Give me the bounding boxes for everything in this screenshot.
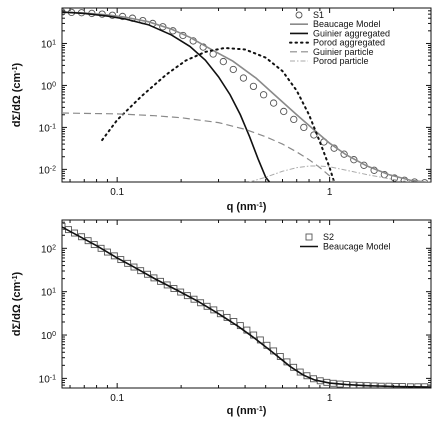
data-point xyxy=(144,270,151,278)
legend-label: Guinier aggregated xyxy=(313,28,390,38)
data-point xyxy=(340,150,348,158)
data-point xyxy=(130,263,138,271)
data-point xyxy=(110,252,118,260)
legend-label: S1 xyxy=(313,10,324,20)
data-point xyxy=(124,259,132,267)
plot-frame xyxy=(61,219,432,389)
data-point xyxy=(157,277,164,285)
data-point xyxy=(137,267,145,275)
data-point xyxy=(239,74,248,82)
series-line-porod-particle xyxy=(249,165,417,182)
data-point xyxy=(71,229,78,237)
data-point xyxy=(117,256,125,264)
data-point xyxy=(183,292,191,300)
data-point xyxy=(150,274,158,282)
data-point xyxy=(410,178,419,182)
data-point xyxy=(190,295,198,303)
data-point xyxy=(170,285,178,293)
data-point xyxy=(390,174,399,182)
y-tick-label: 10-1 xyxy=(39,123,56,135)
data-point xyxy=(421,179,429,182)
data-point xyxy=(163,281,171,289)
x-tick-label: 0.1 xyxy=(110,187,124,198)
y-tick-label: 101 xyxy=(41,39,56,51)
x-tick-label: 1 xyxy=(327,393,333,404)
data-point xyxy=(90,241,98,249)
x-tick-label: 1 xyxy=(327,187,333,198)
legend-label: Beaucage Model xyxy=(323,242,391,252)
x-axis-label: q (nm-1) xyxy=(227,201,267,213)
data-point xyxy=(229,65,237,74)
data-point xyxy=(62,222,66,230)
data-point xyxy=(177,288,185,296)
x-tick-label: 0.1 xyxy=(110,393,124,404)
data-point xyxy=(97,244,105,252)
chart-s1: 0.1 1 101 100 10-1 10-2 q (nm-1) dΣ/dΩ (cm-1) S1… xyxy=(11,7,432,213)
data-point xyxy=(103,248,111,256)
legend-marker xyxy=(305,233,313,241)
data-point xyxy=(203,302,211,310)
data-point xyxy=(300,123,308,132)
y-tick-label: 10-2 xyxy=(39,165,56,177)
y-axis-label: dΣ/dΩ (cm-1) xyxy=(11,62,23,127)
y-tick-label: 102 xyxy=(41,244,56,256)
data-point xyxy=(197,299,205,307)
legend-label: Porod particle xyxy=(313,56,369,66)
data-point xyxy=(219,57,227,66)
data-point xyxy=(310,131,318,139)
data-point xyxy=(269,99,278,107)
legend-label: Porod aggregated xyxy=(313,38,385,48)
series-s1 xyxy=(62,8,429,182)
legend-marker xyxy=(295,11,303,19)
data-point xyxy=(84,237,92,245)
series-line-porod-aggregated xyxy=(101,46,336,182)
data-point xyxy=(350,156,358,164)
y-tick-label: 101 xyxy=(41,287,56,299)
y-axis-label: dΣ/dΩ (cm-1) xyxy=(11,271,23,336)
y-tick-label: 100 xyxy=(41,331,56,343)
legend-label: Beaucage Model xyxy=(313,19,381,29)
series-line-guinier-particle xyxy=(62,112,335,182)
legend-label: Guinier particle xyxy=(313,47,374,57)
series-line-beaucage-model xyxy=(62,226,431,388)
series-line-guinier-aggregated xyxy=(62,11,271,182)
data-point xyxy=(249,82,258,91)
chart-s2: 0.1 1 102 101 100 10-1 q (nm-1) dΣ/dΩ (cm-1) S2B… xyxy=(11,219,432,417)
data-point xyxy=(259,91,268,99)
x-axis-label: q (nm-1) xyxy=(227,405,267,417)
plot-area xyxy=(62,222,431,388)
plot-area xyxy=(62,8,431,182)
legend-label: S2 xyxy=(323,232,334,242)
data-point xyxy=(290,115,298,124)
y-tick-label: 10-1 xyxy=(39,374,56,386)
data-point xyxy=(280,107,288,116)
series-line-beaucage-model xyxy=(62,11,431,182)
y-tick-label: 100 xyxy=(41,81,56,93)
